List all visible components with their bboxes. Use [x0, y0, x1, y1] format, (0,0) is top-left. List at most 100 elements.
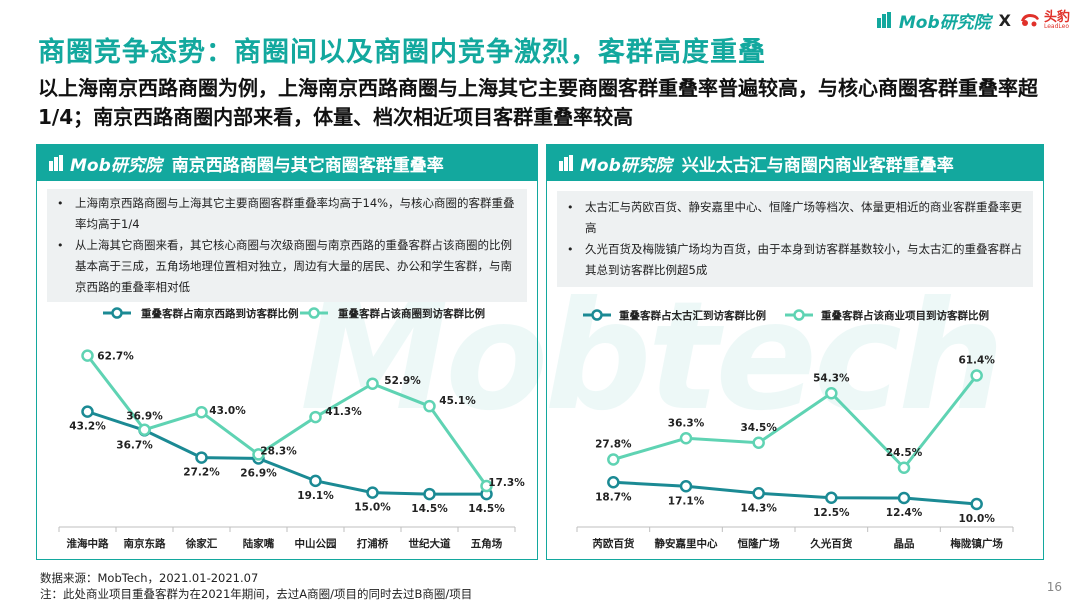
data-point — [825, 387, 838, 400]
data-point — [752, 436, 765, 449]
x-tick-label: 世纪大道 — [409, 537, 451, 550]
legend-label: 重叠客群占太古汇到访客群比例 — [619, 309, 766, 322]
right-bullets: 太古汇与芮欧百货、静安嘉里中心、恒隆广场等档次、体量更相近的商业客群重叠率更高 … — [557, 191, 1033, 287]
data-point — [366, 486, 379, 499]
mob-logo-icon — [876, 12, 895, 28]
legend-marker — [111, 307, 123, 319]
legend-marker — [591, 309, 603, 321]
legend-label: 重叠客群占该商圈到访客群比例 — [338, 307, 485, 320]
data-point — [423, 399, 436, 413]
series-line-2 — [86, 354, 488, 487]
data-label: 17.3% — [488, 477, 525, 489]
data-point — [897, 461, 911, 474]
x-tick-label: 久光百货 — [809, 537, 852, 550]
data-point — [366, 377, 379, 391]
data-label: 26.9% — [240, 467, 277, 479]
data-label: 24.5% — [886, 447, 923, 459]
data-point — [423, 487, 436, 501]
data-point — [679, 480, 693, 493]
x-tick-label: 梅陇镇广场 — [950, 537, 1003, 550]
page-title: 商圈竞争态势：商圈间以及商圈内竞争激烈，客群高度重叠 — [38, 37, 766, 68]
page-number: 16 — [1046, 580, 1062, 594]
left-chart-panel: Mob研究院 南京西路商圈与其它商圈客群重叠率 上海南京西路商圈与上海其它主要商… — [36, 144, 538, 560]
data-label: 43.2% — [69, 421, 106, 433]
right-chart-panel: Mob研究院 兴业太古汇与商圈内商业客群重叠率 太古汇与芮欧百货、静安嘉里中心、… — [546, 144, 1044, 560]
data-label: 28.3% — [260, 445, 297, 457]
data-label: 19.1% — [297, 490, 334, 502]
data-point — [81, 349, 94, 362]
data-label: 62.7% — [97, 351, 134, 363]
x-tick-label: 淮海中路 — [67, 537, 109, 550]
left-panel-brand: Mob研究院 — [49, 151, 162, 176]
data-point — [752, 487, 765, 500]
data-point — [897, 491, 911, 505]
data-label: 18.7% — [595, 491, 632, 503]
right-bullet-1: 太古汇与芮欧百货、静安嘉里中心、恒隆广场等档次、体量更相近的商业客群重叠率更高 — [565, 197, 1025, 239]
left-panel-brand-text: Mob研究院 — [70, 155, 162, 176]
right-panel-brand: Mob研究院 — [559, 151, 672, 176]
data-label: 61.4% — [958, 355, 995, 367]
leadleo-logo: 头豹 LeadLeo — [1019, 11, 1070, 30]
data-label: 52.9% — [384, 375, 421, 387]
left-bullet-2: 从上海其它商圈来看，其它核心商圈与次级商圈与南京西路的重叠客群占该商圈的比例基本… — [55, 235, 519, 298]
x-tick-label: 静安嘉里中心 — [655, 537, 718, 550]
mob-logo: Mob研究院 — [876, 8, 991, 33]
legend-label: 重叠客群占该商业项目到访客群比例 — [821, 309, 989, 322]
x-tick-label: 南京东路 — [124, 537, 166, 550]
x-tick-label: 五角场 — [471, 537, 503, 550]
legend-marker — [793, 309, 805, 321]
data-label: 12.4% — [886, 507, 923, 519]
data-label: 36.3% — [668, 417, 705, 429]
legend-marker — [308, 307, 320, 319]
leadleo-en-text: LeadLeo — [1043, 22, 1069, 30]
series-line-1 — [613, 480, 977, 506]
data-label: 14.3% — [740, 502, 777, 514]
legend-item-2: 重叠客群占该商圈到访客群比例 — [300, 307, 485, 320]
data-label: 36.9% — [126, 411, 163, 423]
data-point — [679, 432, 693, 445]
x-tick-label: 徐家汇 — [185, 537, 218, 550]
right-panel-brand-text: Mob研究院 — [580, 155, 672, 176]
data-point — [970, 369, 983, 382]
data-label: 54.3% — [813, 372, 850, 384]
data-label: 36.7% — [116, 439, 153, 451]
right-panel-title: 兴业太古汇与商圈内商业客群重叠率 — [681, 155, 954, 176]
footer-source: 数据来源：MobTech，2021.01-2021.07 注：此处商业项目重叠客… — [40, 570, 472, 602]
x-tick-label: 陆家嘴 — [243, 537, 275, 550]
right-bullet-2: 久光百货及梅陇镇广场均为百货，由于本身到访客群基数较小，与太古汇的重叠客群占其总… — [565, 239, 1025, 281]
data-point — [309, 410, 322, 424]
left-bullets: 上海南京西路商圈与上海其它主要商圈客群重叠率均高于14%，与核心商圈的客群重叠率… — [47, 189, 527, 302]
data-label: 34.5% — [740, 422, 777, 434]
data-point — [607, 453, 620, 466]
data-label: 41.3% — [325, 406, 362, 418]
left-panel-title: 南京西路商圈与其它商圈客群重叠率 — [171, 155, 444, 176]
page-subtitle: 以上海南京西路商圈为例，上海南京西路商圈与上海其它主要商圈客群重叠率普遍较高，与… — [38, 76, 1038, 129]
data-label: 43.0% — [209, 405, 246, 417]
note-text: 注：此处商业项目重叠客群为在2021年期间，去过A商圈/项目的同时去过B商圈/项… — [40, 587, 473, 601]
series-line-2 — [612, 374, 978, 471]
series-line-1 — [87, 410, 487, 496]
legend-label: 重叠客群占南京西路到访客群比例 — [141, 307, 299, 320]
mob-logo-icon — [49, 155, 63, 171]
data-label: 12.5% — [813, 507, 850, 519]
mob-brand-text: Mob研究院 — [898, 12, 991, 33]
left-panel-header: Mob研究院 南京西路商圈与其它商圈客群重叠率 — [37, 145, 537, 181]
header-logos: Mob研究院 X 头豹 LeadLeo — [876, 6, 1070, 34]
data-point — [138, 423, 151, 436]
source-text: 数据来源：MobTech，2021.01-2021.07 — [40, 571, 259, 585]
data-point — [480, 479, 493, 493]
x-tick-label: 芮欧百货 — [592, 537, 634, 550]
data-point — [825, 491, 838, 504]
x-tick-label: 打浦桥 — [357, 537, 389, 550]
x-tick-label: 晶品 — [894, 538, 915, 550]
data-label: 10.0% — [958, 513, 995, 525]
data-label: 45.1% — [439, 395, 476, 407]
data-label: 15.0% — [354, 502, 391, 514]
data-label: 17.1% — [668, 495, 705, 507]
right-panel-header: Mob研究院 兴业太古汇与商圈内商业客群重叠率 — [547, 145, 1043, 181]
data-label: 14.5% — [468, 503, 505, 515]
leopard-icon — [1020, 14, 1039, 27]
x-tick-label: 中山公园 — [295, 537, 337, 550]
